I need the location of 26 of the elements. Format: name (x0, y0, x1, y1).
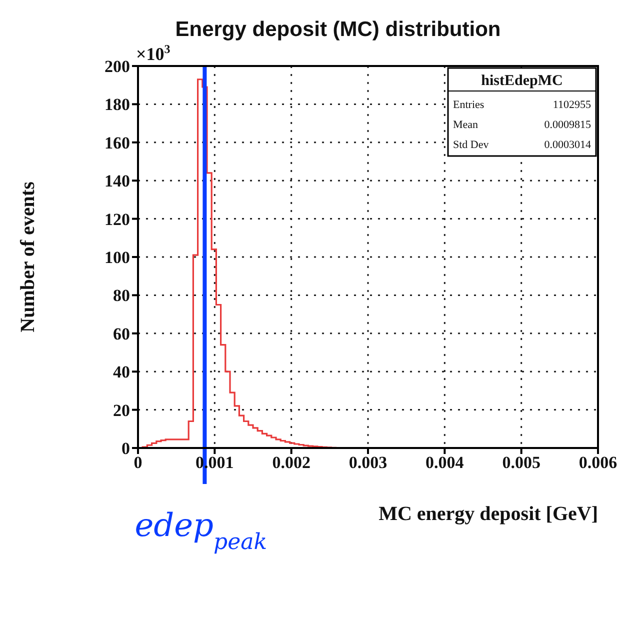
annotation: histEdepMC (481, 73, 563, 89)
x-tick-label: 0 (134, 453, 142, 472)
y-tick-label: 20 (113, 400, 130, 420)
text: Entries 1102955 (453, 99, 591, 111)
text: Std Dev 0.0003014 (453, 139, 591, 151)
ref-line-label: edep$_{peak}$ (134, 506, 268, 554)
y-tick-label: 40 (113, 362, 130, 382)
y-axis-title: Number of events (17, 181, 39, 332)
x-tick-label: 0.003 (348, 453, 388, 472)
y-tick-label: 160 (104, 133, 130, 152)
y-tick-label: 200 (104, 57, 130, 76)
x-tick-label: 0.005 (502, 453, 540, 472)
y-tick-label: 80 (113, 286, 130, 306)
y-tick-label: 180 (104, 95, 130, 114)
text: ×10$^{3}$ (136, 42, 170, 64)
x-tick-label: 0.002 (272, 453, 310, 472)
chart-title: Energy deposit (MC) distribution (175, 18, 501, 41)
y-tick-label: 140 (104, 172, 130, 191)
y-tick-label: 120 (104, 210, 130, 229)
text: Mean 0.0009815 (453, 119, 591, 131)
x-tick-label: 0.004 (426, 453, 464, 472)
x-axis-title: MC energy deposit [GeV] (378, 503, 598, 525)
y-tick-label: 0 (122, 439, 130, 458)
x-tick-label: 0.006 (578, 453, 618, 472)
y-tick-label: 100 (104, 248, 130, 268)
y-tick-label: 60 (113, 324, 130, 344)
